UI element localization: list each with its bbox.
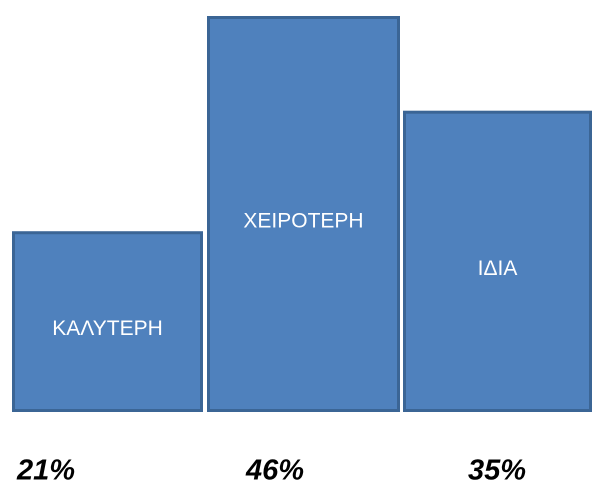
bar	[207, 16, 400, 412]
bar	[403, 110, 592, 413]
value-label: 21%	[16, 455, 75, 487]
category-label: ΧΕΙΡΟΤΕΡΗ	[243, 210, 363, 233]
value-label: 46%	[245, 455, 304, 487]
value-label: 35%	[468, 455, 526, 487]
bar	[12, 231, 203, 412]
category-label: ΚΑΛΥΤΕΡΗ	[52, 317, 163, 340]
category-label: ΙΔΙΑ	[478, 257, 518, 280]
